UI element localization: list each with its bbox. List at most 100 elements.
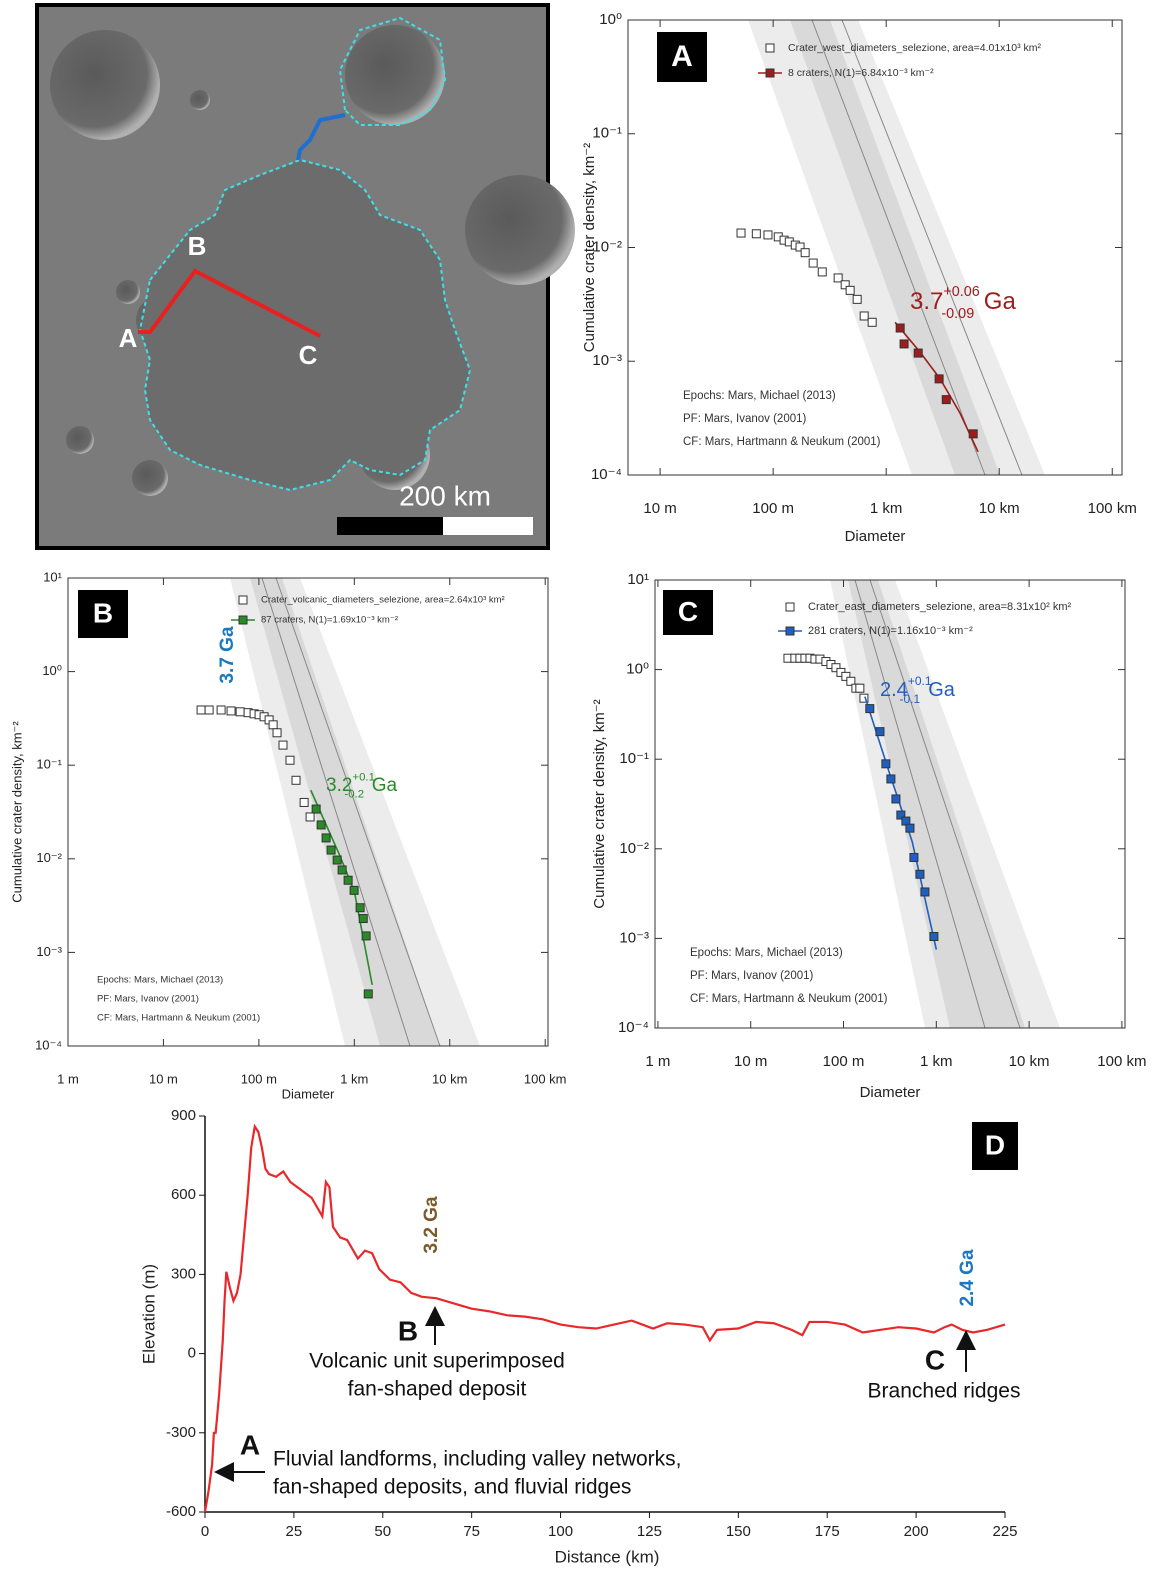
x-tick-label: 1 km [920, 1053, 953, 1070]
crater-point [362, 932, 370, 940]
crater-point [312, 805, 320, 813]
y-tick-label: 10⁻⁴ [35, 1037, 62, 1052]
method-note: CF: Mars, Hartmann & Neukum (2001) [690, 993, 888, 1005]
age-label: 2.4 Ga [957, 1249, 978, 1306]
crater-point [327, 846, 335, 854]
figure: A B C 200 km 10 m 100 m 1 km 10 km 100 km 10⁻… [0, 0, 1159, 1573]
crater-point [306, 813, 314, 821]
crater-point [356, 904, 364, 912]
legend-marker [766, 69, 774, 77]
crater-point [921, 888, 929, 896]
age-part: 3.7 [910, 288, 943, 315]
x-tick-label: 1 km [340, 1071, 368, 1086]
y-tick-label: 900 [171, 1107, 196, 1124]
x-tick-label: 150 [726, 1523, 751, 1540]
x-tick-label: 200 [904, 1523, 929, 1540]
scale-bar [337, 517, 443, 535]
crater-point [856, 684, 864, 692]
crater [132, 460, 168, 496]
site-description: Volcanic unit superimposed [309, 1350, 565, 1373]
x-tick-label: 1 km [870, 500, 903, 517]
site-description: Branched ridges [868, 1380, 1021, 1403]
x-tick-label: 10 km [979, 500, 1020, 517]
method-note: Epochs: Mars, Michael (2013) [97, 975, 223, 986]
x-axis-label: Diameter [845, 528, 906, 545]
crater-point [866, 705, 874, 713]
y-tick-label: 10⁰ [42, 663, 62, 678]
crater-point [350, 886, 358, 894]
legend-marker [239, 616, 247, 624]
crater-point [882, 760, 890, 768]
x-tick-label: 100 m [241, 1071, 277, 1086]
y-tick-label: 10⁰ [626, 661, 649, 678]
y-axis-label: Cumulative crater density, km⁻² [581, 143, 598, 352]
crater-point [853, 295, 861, 303]
y-tick-label: 10⁻⁴ [618, 1019, 649, 1036]
x-tick-label: 125 [637, 1523, 662, 1540]
crater-point [818, 268, 826, 276]
crater-point [876, 728, 884, 736]
crater-point [910, 853, 918, 861]
x-axis-label: Diameter [282, 1086, 335, 1101]
legend-label: 8 craters, N(1)=6.84x10⁻³ km⁻² [788, 67, 934, 79]
crater-point [887, 775, 895, 783]
crater [465, 175, 575, 285]
x-tick-label: 100 m [823, 1053, 865, 1070]
site-letter: A [240, 1429, 260, 1460]
y-tick-label: 10⁻¹ [36, 757, 62, 772]
x-tick-label: 0 [201, 1523, 209, 1540]
page: Crater counts and elevation profile {"ma… [0, 0, 1159, 1573]
age-part: Ga [372, 775, 398, 796]
y-tick-label: 10⁻³ [592, 352, 622, 369]
x-tick-label: 50 [374, 1523, 391, 1540]
crater-point [286, 756, 294, 764]
page-body: A B C 200 km 10 m 100 m 1 km 10 km 100 km 10⁻… [0, 0, 1159, 1573]
crater-point [227, 707, 235, 715]
age-part: -0.1 [900, 692, 921, 706]
y-tick-label: 10⁰ [599, 11, 622, 28]
crater-point [916, 870, 924, 878]
crater [50, 30, 160, 140]
crater-point [868, 318, 876, 326]
panel-label: C [678, 596, 698, 627]
crater-point [364, 990, 372, 998]
x-tick-label: 10 km [1009, 1053, 1050, 1070]
site-description: fan-shaped deposit [348, 1378, 527, 1401]
legend-marker [239, 596, 247, 604]
scale-label: 200 km [399, 480, 491, 511]
legend-marker [786, 603, 794, 611]
crater-point [860, 312, 868, 320]
crater-point [273, 729, 281, 737]
site-description: fan-shaped deposits, and fluvial ridges [273, 1476, 631, 1499]
y-tick-label: -600 [166, 1503, 196, 1520]
x-tick-label: 10 m [643, 500, 676, 517]
y-axis-label: Cumulative crater density, km⁻² [9, 721, 24, 903]
crater-point [269, 721, 277, 729]
panel-label: A [671, 40, 693, 73]
crater-point [236, 708, 244, 716]
x-tick-label: 100 km [524, 1071, 567, 1086]
method-note: CF: Mars, Hartmann & Neukum (2001) [97, 1013, 260, 1024]
legend-label: Crater_west_diameters_selezione, area=4.… [788, 42, 1042, 54]
method-note: Epochs: Mars, Michael (2013) [683, 390, 836, 402]
y-tick-label: 0 [188, 1345, 196, 1362]
crater-point [217, 706, 225, 714]
crater-point [896, 324, 904, 332]
crater-point [892, 795, 900, 803]
y-tick-label: -300 [166, 1424, 196, 1441]
site-letter: B [398, 1315, 418, 1346]
crater-point [900, 340, 908, 348]
panel-label: D [985, 1129, 1005, 1160]
x-tick-label: 100 km [1088, 500, 1137, 517]
y-tick-label: 300 [171, 1265, 196, 1282]
crater-point [333, 856, 341, 864]
crater-point [359, 915, 367, 923]
age-part: Ga [928, 679, 956, 701]
crater [116, 280, 140, 304]
x-tick-label: 10 km [432, 1071, 467, 1086]
crater-point [322, 834, 330, 842]
y-tick-label: 10⁻³ [36, 944, 62, 959]
x-tick-label: 1 m [57, 1071, 79, 1086]
method-note: CF: Mars, Hartmann & Neukum (2001) [683, 436, 881, 448]
x-tick-label: 10 m [734, 1053, 767, 1070]
